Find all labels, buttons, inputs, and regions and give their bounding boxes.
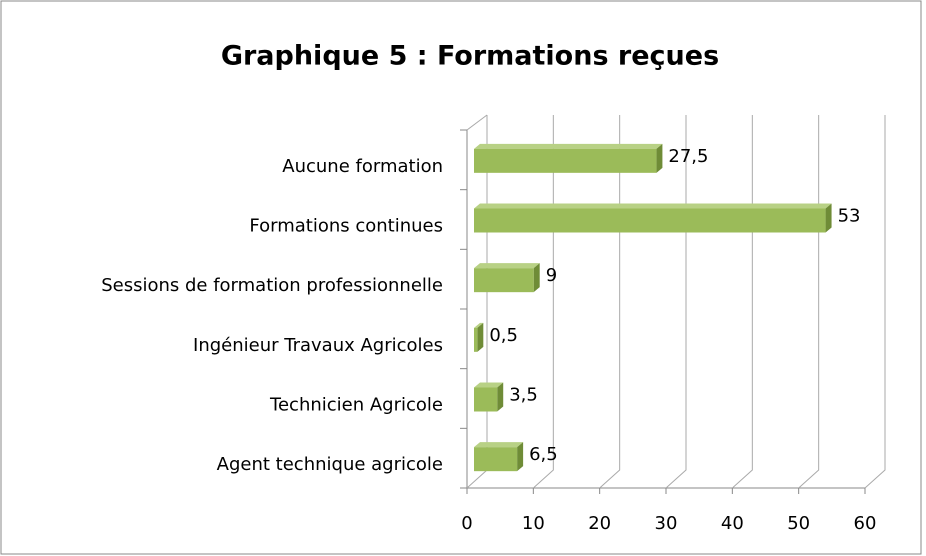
grid-line [599,115,621,489]
x-tick-label: 40 [721,513,744,534]
data-label: 53 [838,206,861,227]
y-tick-label: Formations continues [249,216,443,237]
y-tick-label: Agent technique agricole [217,454,443,475]
x-tick-label: 50 [787,513,810,534]
y-tick-label: Ingénieur Travaux Agricoles [193,335,443,356]
y-tick-label: Technicien Agricole [269,395,443,416]
bar [474,327,478,352]
bar-side [825,203,832,233]
bar-top [474,382,504,388]
data-label: 6,5 [529,444,558,465]
bar-top [474,203,832,209]
chart-title: Graphique 5 : Formations reçues [221,41,719,72]
x-tick-label: 60 [854,513,877,534]
bar-top [474,143,663,149]
grid-line [731,115,753,489]
bar-side [497,382,504,412]
y-tick-label: Aucune formation [282,156,443,177]
bar [474,208,826,233]
bar [474,447,518,472]
bar [474,268,534,293]
y-tick-label: Sessions de formation professionnelle [101,275,443,296]
grid-line [532,115,554,489]
data-label: 3,5 [509,385,538,406]
grid-line [864,115,886,489]
bar [474,387,498,412]
grid-line [665,115,687,489]
bar-side [477,322,484,352]
data-label: 27,5 [668,146,708,167]
x-tick-label: 20 [588,513,611,534]
wall-top-edge [466,114,488,131]
x-tick-label: 30 [655,513,678,534]
data-label: 9 [546,265,557,286]
data-label: 0,5 [489,325,518,346]
grid-line [798,115,820,489]
bar-side [517,442,524,472]
bar-top [474,322,484,328]
bar-side [656,143,663,173]
x-tick-label: 0 [461,513,472,534]
bar-top [474,442,524,448]
x-tick-label: 10 [522,513,545,534]
bar [474,148,657,173]
bar-side [533,263,540,293]
bar-top [474,263,540,269]
